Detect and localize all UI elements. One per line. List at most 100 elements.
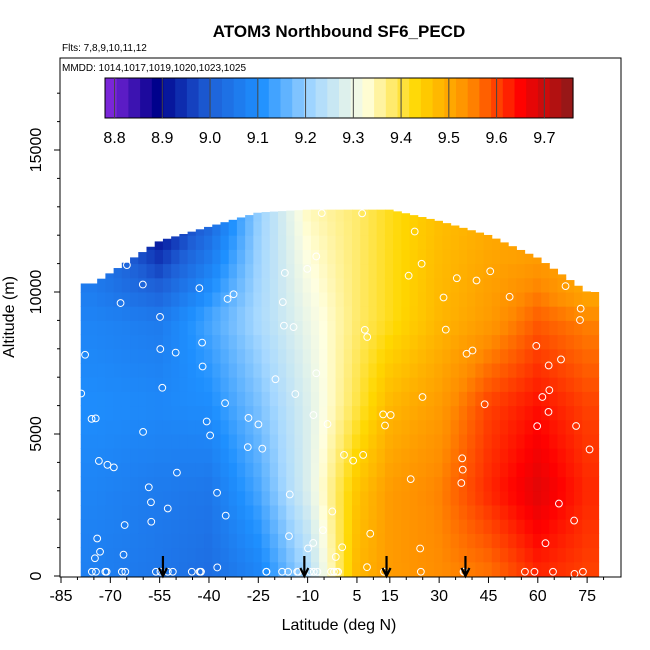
heatmap-cell <box>220 547 230 563</box>
heatmap-cell <box>80 391 90 407</box>
heatmap-cell <box>475 434 485 449</box>
heatmap-cell <box>138 252 147 265</box>
observation-point <box>147 517 156 526</box>
heatmap-cell <box>105 419 115 435</box>
heatmap-cell <box>368 391 378 407</box>
heatmap-cell <box>508 277 517 293</box>
heatmap-cell <box>590 292 600 307</box>
x-tick-label: 75 <box>578 588 596 605</box>
heatmap-cell <box>179 235 189 250</box>
heatmap-cell <box>343 533 353 549</box>
heatmap-cell <box>352 391 361 407</box>
heatmap-cell <box>541 505 550 520</box>
heatmap-cell <box>162 462 172 478</box>
heatmap-cell <box>384 462 394 478</box>
heatmap-cell <box>171 434 180 449</box>
heatmap-cell <box>113 505 123 520</box>
heatmap-cell <box>179 234 189 236</box>
heatmap-cell <box>499 561 509 577</box>
heatmap-cell <box>278 363 287 378</box>
heatmap-cell <box>121 448 131 463</box>
heatmap-cell <box>516 277 526 293</box>
colorbar-segment <box>385 78 399 118</box>
heatmap-cell <box>360 448 369 463</box>
heatmap-cell <box>368 547 378 563</box>
observation-point <box>330 567 338 576</box>
heatmap-cell <box>368 505 378 520</box>
heatmap-cell <box>491 462 501 478</box>
heatmap-cell <box>467 419 476 435</box>
heatmap-cell <box>352 249 361 265</box>
heatmap-cell <box>195 490 205 506</box>
observation-point <box>309 539 318 547</box>
heatmap-cell <box>450 225 460 236</box>
colorbar-frame <box>104 77 574 119</box>
heatmap-cell <box>524 277 534 293</box>
heatmap-cell <box>549 306 559 321</box>
heatmap-cell <box>360 405 369 421</box>
heatmap-cell <box>516 476 526 492</box>
heatmap-cell <box>360 249 369 265</box>
heatmap-cell <box>376 263 386 279</box>
heatmap-cell <box>524 263 534 279</box>
observation-point <box>572 422 580 430</box>
heatmap-cell <box>327 533 337 549</box>
heatmap-cell <box>409 320 419 336</box>
heatmap-cell <box>483 363 493 378</box>
heatmap-cell <box>508 419 517 435</box>
heatmap-cell <box>105 434 115 449</box>
heatmap-cell <box>261 476 271 492</box>
heatmap-cell <box>458 434 468 449</box>
heatmap-cell <box>524 490 534 506</box>
heatmap-cell <box>171 363 180 378</box>
heatmap-cell <box>162 277 172 293</box>
heatmap-cell <box>524 448 534 463</box>
heatmap-cell <box>549 268 559 279</box>
heatmap-cell <box>294 263 304 279</box>
heatmap-cell <box>450 363 460 378</box>
heatmap-cell <box>105 533 115 549</box>
heatmap-cell <box>384 363 394 378</box>
heatmap-cell <box>434 377 443 392</box>
heatmap-cell <box>335 448 345 463</box>
heatmap-cell <box>154 249 164 265</box>
heatmap-cell <box>302 235 312 250</box>
heatmap-cell <box>294 462 304 478</box>
heatmap-cell <box>187 547 197 563</box>
heatmap-cell <box>138 363 147 378</box>
heatmap-cell <box>376 561 386 577</box>
heatmap-cell <box>319 434 328 449</box>
heatmap-cell <box>442 263 452 279</box>
heatmap-cell <box>475 533 485 549</box>
heatmap-cell <box>261 292 271 307</box>
x-tick-label: -10 <box>296 588 319 605</box>
observation-point <box>462 349 471 358</box>
heatmap-cell <box>483 405 493 421</box>
observation-point <box>576 304 585 313</box>
heatmap-cell <box>319 547 328 563</box>
heatmap-cell <box>516 320 526 336</box>
heatmap-cell <box>113 476 123 492</box>
heatmap-cell <box>409 277 419 293</box>
heatmap-cell <box>384 320 394 336</box>
heatmap-cell <box>557 274 567 279</box>
heatmap-cell <box>508 561 517 577</box>
heatmap-cell <box>245 476 254 492</box>
observation-point <box>254 420 263 429</box>
heatmap-cell <box>401 263 411 279</box>
heatmap-cell <box>491 391 501 407</box>
heatmap-cell <box>450 249 460 265</box>
heatmap-cell <box>541 448 550 463</box>
heatmap-cell <box>278 249 287 265</box>
heatmap-cell <box>310 221 320 236</box>
observation-point <box>532 341 541 350</box>
colorbar-segment <box>374 78 387 118</box>
heatmap-cell <box>236 405 246 421</box>
heatmap-cell <box>278 348 287 364</box>
heatmap-cell <box>458 377 468 392</box>
heatmap-cell <box>458 227 468 236</box>
heatmap-cell <box>80 283 90 293</box>
heatmap-cell <box>582 519 591 534</box>
heatmap-cell <box>212 391 221 407</box>
heatmap-cell <box>245 434 254 449</box>
